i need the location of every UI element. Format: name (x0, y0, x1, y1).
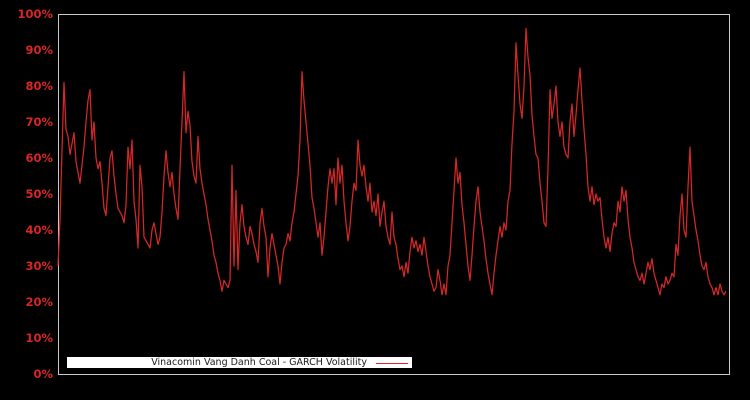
y-axis-tick-label: 50% (25, 187, 53, 201)
volatility-series-line (57, 27, 727, 296)
legend: Vinacomin Vang Danh Coal - GARCH Volatil… (67, 357, 412, 368)
y-axis-tick-label: 0% (33, 367, 53, 381)
y-axis-tick-label: 20% (25, 295, 53, 309)
y-axis-tick-label: 90% (25, 43, 53, 57)
plot-border (58, 14, 730, 375)
y-axis-tick-label: 80% (25, 79, 53, 93)
y-axis-tick-label: 100% (17, 7, 53, 21)
y-axis-tick-label: 30% (25, 259, 53, 273)
y-axis-tick-label: 60% (25, 151, 53, 165)
legend-label: Vinacomin Vang Danh Coal - GARCH Volatil… (151, 357, 367, 368)
y-axis-tick-label: 40% (25, 223, 53, 237)
legend-line-swatch (376, 362, 408, 364)
y-axis-tick-label: 10% (25, 331, 53, 345)
y-axis-tick-label: 70% (25, 115, 53, 129)
